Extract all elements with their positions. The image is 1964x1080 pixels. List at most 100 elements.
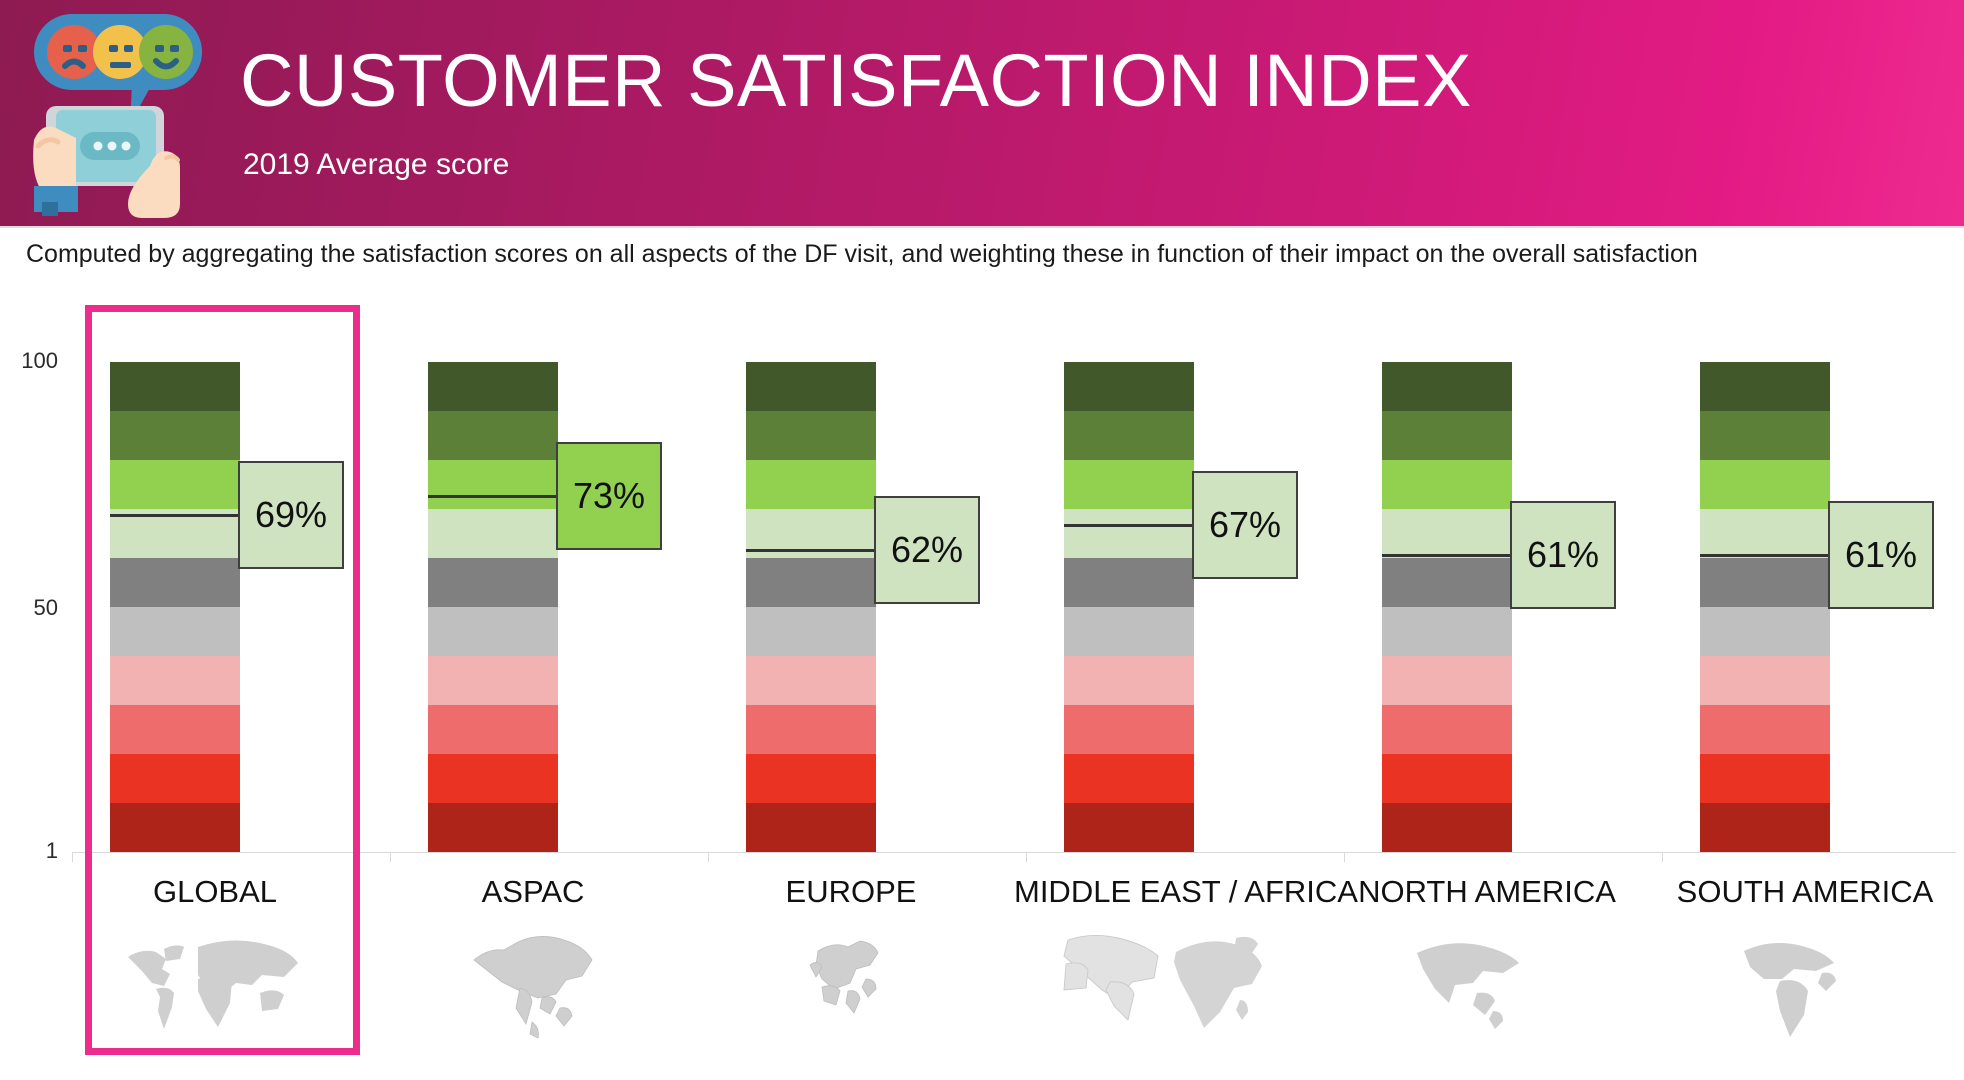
satisfaction-scale-bar bbox=[1064, 362, 1194, 852]
scale-band-51-60 bbox=[1382, 558, 1512, 607]
value-callout: 61% bbox=[1828, 501, 1934, 610]
value-marker-line bbox=[1700, 554, 1830, 558]
scale-band-1-10 bbox=[1064, 803, 1194, 852]
x-axis-line bbox=[72, 852, 1956, 853]
scale-band-31-40 bbox=[110, 656, 240, 705]
scale-band-11-20 bbox=[110, 754, 240, 803]
scale-band-51-60 bbox=[1700, 558, 1830, 607]
north-america-map-icon bbox=[1332, 926, 1642, 1046]
scale-band-1-10 bbox=[1382, 803, 1512, 852]
scale-band-11-20 bbox=[1064, 754, 1194, 803]
value-callout: 61% bbox=[1510, 501, 1616, 610]
scale-band-91-100 bbox=[110, 362, 240, 411]
scale-band-11-20 bbox=[428, 754, 558, 803]
bar-group-middle-east-africa[interactable]: 67% MIDDLE EAST / AFRICA bbox=[1014, 290, 1358, 1028]
scale-band-1-10 bbox=[428, 803, 558, 852]
satisfaction-scale-bar bbox=[428, 362, 558, 852]
scale-band-61-70 bbox=[1700, 509, 1830, 558]
scale-band-21-30 bbox=[1382, 705, 1512, 754]
y-axis-label-50: 50 bbox=[33, 595, 58, 621]
scale-band-41-50 bbox=[746, 607, 876, 656]
value-callout-label: 61% bbox=[1526, 534, 1600, 576]
description-text: Computed by aggregating the satisfaction… bbox=[26, 240, 1698, 268]
middle-east-africa-map-icon bbox=[1014, 926, 1324, 1046]
scale-band-31-40 bbox=[1382, 656, 1512, 705]
value-marker-line bbox=[110, 514, 240, 518]
scale-band-91-100 bbox=[428, 362, 558, 411]
x-axis-tick bbox=[1344, 852, 1345, 862]
scale-band-71-80 bbox=[1700, 460, 1830, 509]
value-marker-line bbox=[1064, 524, 1194, 528]
scale-band-51-60 bbox=[1064, 558, 1194, 607]
header-divider bbox=[0, 226, 1964, 228]
satisfaction-scale-bar bbox=[1382, 362, 1512, 852]
scale-band-31-40 bbox=[1700, 656, 1830, 705]
scale-band-21-30 bbox=[428, 705, 558, 754]
scale-band-51-60 bbox=[110, 558, 240, 607]
scale-band-21-30 bbox=[110, 705, 240, 754]
value-callout: 73% bbox=[556, 441, 662, 550]
scale-band-31-40 bbox=[746, 656, 876, 705]
scale-band-21-30 bbox=[1700, 705, 1830, 754]
scale-band-41-50 bbox=[1700, 607, 1830, 656]
page-title: CUSTOMER SATISFACTION INDEX bbox=[240, 39, 1472, 122]
europe-map-icon bbox=[696, 926, 1006, 1046]
region-label: ASPAC bbox=[481, 874, 585, 909]
scale-band-31-40 bbox=[1064, 656, 1194, 705]
value-callout-label: 69% bbox=[254, 494, 328, 536]
scale-band-81-90 bbox=[110, 411, 240, 460]
satisfaction-bar-chart: 100 50 1 69% GLOBAL 73% ASPAC 62% EUROPE 67% MIDDL… bbox=[0, 290, 1964, 1080]
scale-band-81-90 bbox=[428, 411, 558, 460]
scale-band-61-70 bbox=[1382, 509, 1512, 558]
satisfaction-scale-bar bbox=[110, 362, 240, 852]
scale-band-81-90 bbox=[1382, 411, 1512, 460]
scale-band-51-60 bbox=[428, 558, 558, 607]
bar-group-global[interactable]: 69% GLOBAL bbox=[60, 290, 370, 1029]
scale-band-71-80 bbox=[1382, 460, 1512, 509]
x-axis-tick bbox=[72, 852, 73, 862]
scale-band-61-70 bbox=[428, 509, 558, 558]
scale-band-91-100 bbox=[1382, 362, 1512, 411]
value-callout-label: 67% bbox=[1208, 504, 1282, 546]
scale-band-71-80 bbox=[1064, 460, 1194, 509]
region-label: NORTH AMERICA bbox=[1358, 874, 1616, 909]
asia-pacific-map-icon bbox=[378, 926, 688, 1046]
scale-band-11-20 bbox=[1700, 754, 1830, 803]
region-label: SOUTH AMERICA bbox=[1676, 874, 1934, 909]
bar-group-north-america[interactable]: 61% NORTH AMERICA bbox=[1332, 290, 1642, 1029]
value-marker-line bbox=[746, 549, 876, 553]
scale-band-41-50 bbox=[428, 607, 558, 656]
scale-band-41-50 bbox=[110, 607, 240, 656]
value-marker-line bbox=[1382, 554, 1512, 558]
scale-band-21-30 bbox=[1064, 705, 1194, 754]
value-callout-label: 73% bbox=[572, 474, 646, 516]
value-callout: 69% bbox=[238, 461, 344, 570]
scale-band-71-80 bbox=[428, 460, 558, 509]
page-subtitle: 2019 Average score bbox=[243, 148, 510, 181]
scale-band-31-40 bbox=[428, 656, 558, 705]
scale-band-21-30 bbox=[746, 705, 876, 754]
scale-band-71-80 bbox=[746, 460, 876, 509]
y-axis-label-1: 1 bbox=[45, 838, 58, 863]
region-label: EUROPE bbox=[785, 874, 917, 909]
region-label: MIDDLE EAST / AFRICA bbox=[1014, 874, 1358, 909]
bar-group-aspac[interactable]: 73% ASPAC bbox=[378, 290, 688, 1039]
x-axis-tick bbox=[1026, 852, 1027, 862]
satisfaction-scale-bar bbox=[1700, 362, 1830, 852]
page-header: CUSTOMER SATISFACTION INDEX 2019 Average… bbox=[0, 0, 1964, 228]
south-america-map-icon bbox=[1650, 926, 1960, 1046]
scale-band-1-10 bbox=[746, 803, 876, 852]
bar-group-europe[interactable]: 62% EUROPE bbox=[696, 290, 1006, 1014]
bar-group-south-america[interactable]: 61% SOUTH AMERICA bbox=[1650, 290, 1960, 1037]
scale-band-91-100 bbox=[1700, 362, 1830, 411]
scale-band-11-20 bbox=[746, 754, 876, 803]
scale-band-41-50 bbox=[1064, 607, 1194, 656]
x-axis-tick bbox=[708, 852, 709, 862]
scale-band-81-90 bbox=[746, 411, 876, 460]
value-callout: 62% bbox=[874, 496, 980, 605]
value-callout-label: 62% bbox=[890, 529, 964, 571]
scale-band-51-60 bbox=[746, 558, 876, 607]
scale-band-1-10 bbox=[1700, 803, 1830, 852]
scale-band-91-100 bbox=[746, 362, 876, 411]
